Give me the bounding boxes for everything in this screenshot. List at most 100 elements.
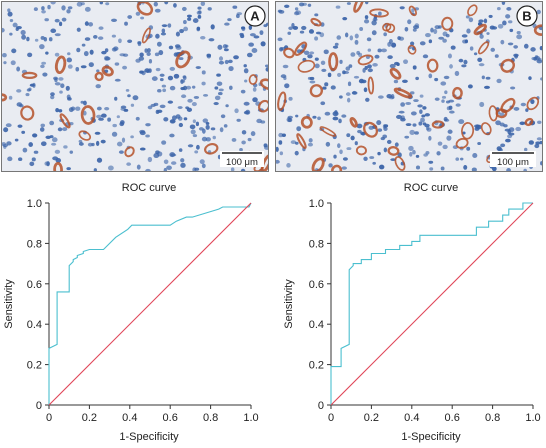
nucleus xyxy=(339,95,343,99)
nucleus xyxy=(40,123,46,128)
nucleus xyxy=(227,59,233,64)
nucleus xyxy=(347,81,352,87)
nucleus xyxy=(327,72,332,78)
nucleus xyxy=(107,165,114,171)
x-tick-label: 0 xyxy=(46,412,52,424)
nucleus xyxy=(153,2,158,7)
nucleus xyxy=(101,113,107,118)
nucleus xyxy=(412,65,417,70)
nucleus xyxy=(415,165,421,170)
nucleus xyxy=(42,72,48,77)
nucleus xyxy=(441,99,445,103)
nucleus xyxy=(55,158,62,163)
nucleus xyxy=(459,157,464,161)
nucleus xyxy=(408,145,414,151)
nucleus xyxy=(62,127,68,132)
nucleus xyxy=(396,62,400,67)
stained-vessel xyxy=(389,67,402,80)
roc-curve-line xyxy=(48,202,252,405)
nucleus xyxy=(41,6,45,11)
nucleus xyxy=(239,32,244,36)
nucleus xyxy=(96,69,100,73)
nucleus xyxy=(535,141,541,145)
stained-vessel xyxy=(408,5,417,17)
micrograph-panel-b: B 100 μm xyxy=(275,1,543,172)
nucleus xyxy=(450,45,456,50)
nucleus xyxy=(151,76,158,81)
y-axis-label: Sensitivity xyxy=(283,279,295,329)
nucleus xyxy=(321,68,327,72)
nucleus xyxy=(288,96,293,101)
nucleus xyxy=(99,2,104,5)
nucleus xyxy=(54,149,61,154)
nucleus xyxy=(228,66,234,72)
stained-vessel xyxy=(394,156,406,171)
nucleus xyxy=(422,106,427,110)
y-tick-label: 0.4 xyxy=(309,319,324,331)
nucleus xyxy=(66,57,72,63)
nucleus xyxy=(54,18,60,23)
nucleus xyxy=(111,131,118,137)
nucleus xyxy=(147,105,153,110)
nucleus xyxy=(186,14,192,18)
nucleus xyxy=(264,64,268,68)
nucleus xyxy=(227,18,232,22)
nucleus xyxy=(93,168,97,171)
nucleus xyxy=(302,2,307,6)
nucleus xyxy=(412,28,417,32)
nucleus xyxy=(346,97,351,103)
nucleus xyxy=(199,159,205,165)
stained-vessel xyxy=(328,52,339,72)
x-tick-label: 1.0 xyxy=(243,412,258,424)
nucleus xyxy=(443,75,450,80)
nucleus xyxy=(243,110,250,115)
nucleus xyxy=(125,88,130,92)
nucleus xyxy=(336,35,342,40)
nucleus xyxy=(281,133,286,138)
nucleus xyxy=(160,32,167,36)
nucleus xyxy=(163,117,169,122)
nucleus xyxy=(57,127,63,132)
nucleus xyxy=(462,131,466,135)
nucleus xyxy=(346,147,352,151)
stained-vessel xyxy=(20,105,35,121)
nucleus xyxy=(244,79,248,83)
nucleus xyxy=(104,48,109,53)
nucleus xyxy=(383,124,389,128)
nucleus xyxy=(504,128,511,132)
nucleus xyxy=(7,8,11,13)
nucleus xyxy=(502,20,507,26)
nucleus xyxy=(417,104,423,108)
stained-vessel xyxy=(136,2,154,16)
nucleus xyxy=(153,153,160,159)
scale-bar-box xyxy=(490,151,536,167)
nucleus xyxy=(156,41,162,47)
nucleus xyxy=(180,162,186,168)
nucleus xyxy=(284,4,290,8)
nucleus xyxy=(181,94,187,99)
nucleus xyxy=(540,161,542,166)
nucleus xyxy=(122,53,129,57)
nucleus xyxy=(523,43,529,49)
nucleus xyxy=(219,127,224,133)
nucleus xyxy=(218,88,224,92)
nucleus xyxy=(516,34,523,40)
nucleus xyxy=(132,95,139,101)
nucleus xyxy=(84,6,91,12)
nucleus xyxy=(50,2,56,5)
nucleus xyxy=(447,129,453,134)
nucleus xyxy=(445,33,450,38)
stained-vessel xyxy=(248,74,258,85)
nucleus xyxy=(206,54,212,59)
nucleus xyxy=(462,39,468,44)
nucleus xyxy=(175,114,181,119)
nucleus xyxy=(282,64,289,69)
nucleus xyxy=(288,26,293,31)
nucleus xyxy=(14,138,19,142)
nucleus xyxy=(344,32,349,38)
y-tick-label: 0 xyxy=(36,400,42,412)
nucleus xyxy=(241,26,246,32)
nucleus xyxy=(120,107,127,111)
nucleus xyxy=(469,46,474,51)
stained-vessel xyxy=(367,76,375,95)
